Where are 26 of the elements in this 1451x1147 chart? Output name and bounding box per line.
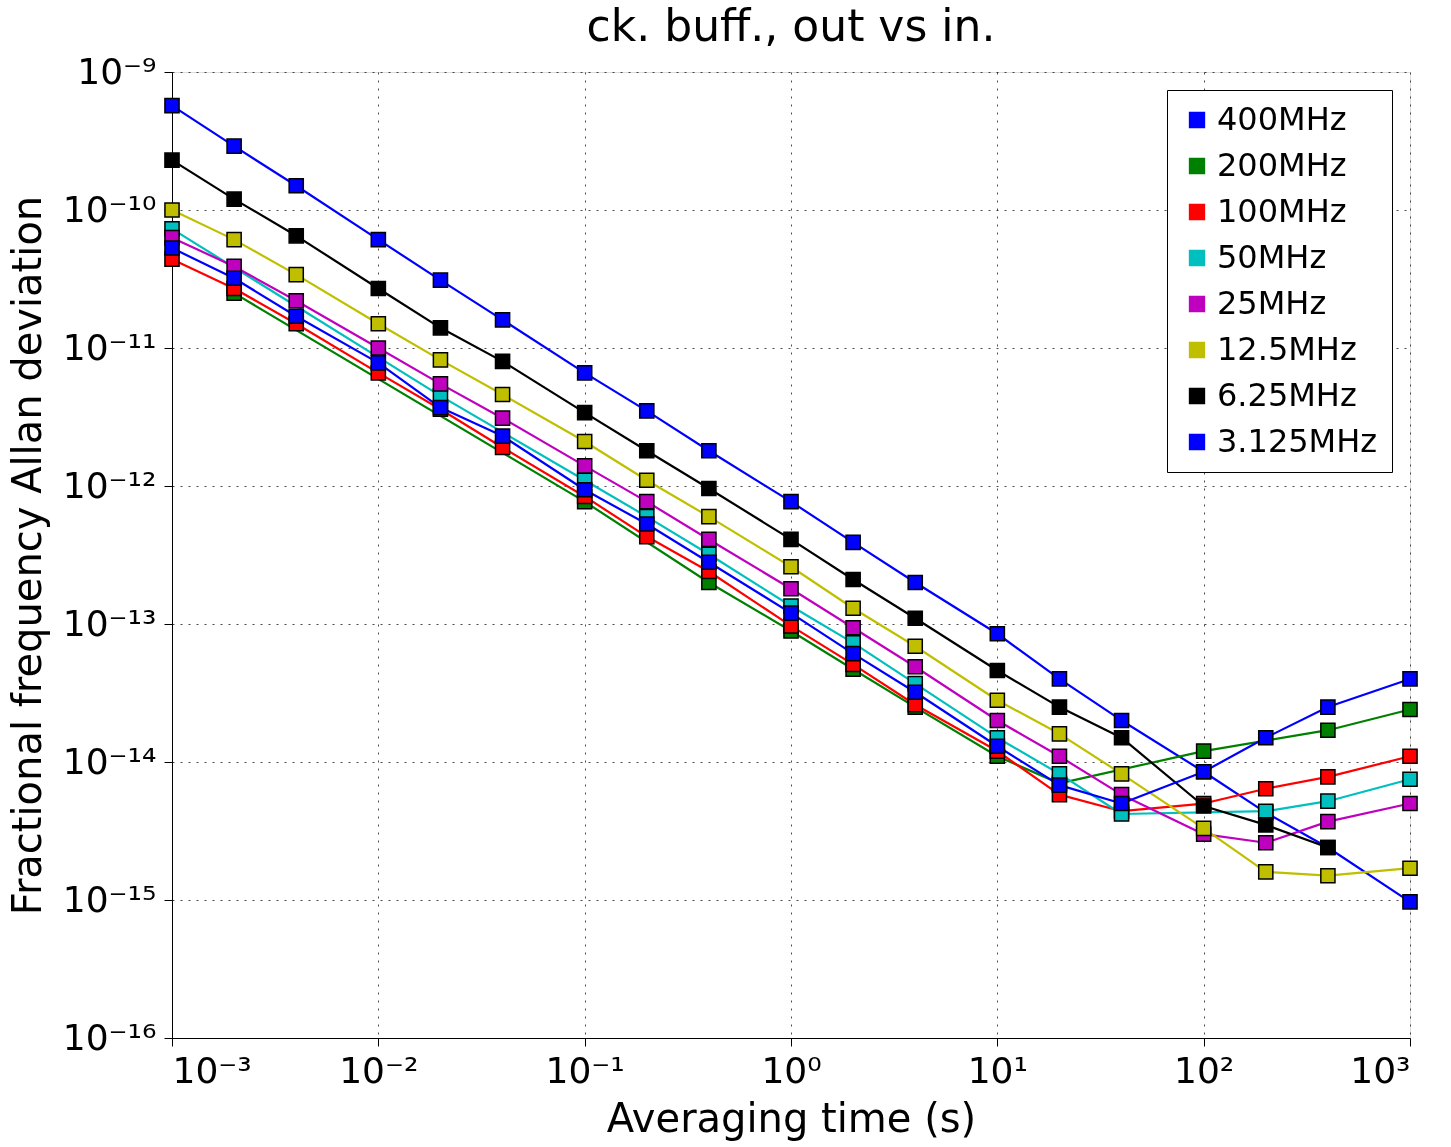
y-tick-label: 10⁻⁹ bbox=[77, 50, 157, 92]
legend-label: 400MHz bbox=[1217, 100, 1347, 138]
y-axis-title: Fractional frequency Allan deviation bbox=[3, 195, 50, 916]
x-tick-label: 10⁻³ bbox=[172, 1049, 252, 1091]
legend-label: 3.125MHz bbox=[1217, 422, 1378, 460]
legend-label: 50MHz bbox=[1217, 238, 1327, 276]
x-tick-label: 10⁻¹ bbox=[545, 1049, 625, 1091]
legend-label: 25MHz bbox=[1217, 284, 1327, 322]
x-tick-label: 10³ bbox=[1350, 1049, 1411, 1091]
legend-label: 12.5MHz bbox=[1217, 330, 1357, 368]
x-tick-label: 10⁰ bbox=[761, 1049, 822, 1091]
y-tick-label: 10⁻¹⁶ bbox=[62, 1016, 157, 1058]
chart-title: ck. buff., out vs in. bbox=[586, 0, 996, 51]
y-tick-label: 10⁻¹¹ bbox=[62, 326, 157, 368]
x-tick-label: 10² bbox=[1174, 1049, 1235, 1091]
x-tick-label: 10¹ bbox=[967, 1049, 1028, 1091]
y-tick-label: 10⁻¹⁴ bbox=[62, 740, 157, 782]
x-tick-label: 10⁻² bbox=[339, 1049, 419, 1091]
y-tick-label: 10⁻¹⁵ bbox=[62, 878, 157, 920]
y-tick-label: 10⁻¹⁰ bbox=[62, 188, 157, 230]
legend-label: 100MHz bbox=[1217, 192, 1347, 230]
legend-label: 6.25MHz bbox=[1217, 376, 1357, 414]
legend-label: 200MHz bbox=[1217, 146, 1347, 184]
y-tick-label: 10⁻¹² bbox=[62, 464, 157, 506]
x-axis-title: Averaging time (s) bbox=[606, 1094, 977, 1141]
y-tick-label: 10⁻¹³ bbox=[62, 602, 157, 644]
